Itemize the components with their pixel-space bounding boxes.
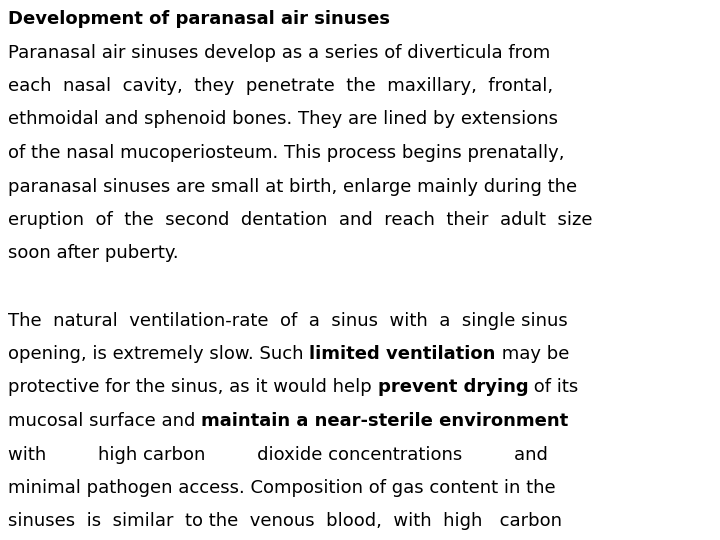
Text: each  nasal  cavity,  they  penetrate  the  maxillary,  frontal,: each nasal cavity, they penetrate the ma… [8, 77, 553, 95]
Text: may be: may be [495, 345, 569, 363]
Text: opening, is extremely slow. Such: opening, is extremely slow. Such [8, 345, 310, 363]
Text: soon after puberty.: soon after puberty. [8, 245, 179, 262]
Text: Paranasal air sinuses develop as a series of diverticula from: Paranasal air sinuses develop as a serie… [8, 44, 550, 62]
Text: minimal pathogen access. Composition of gas content in the: minimal pathogen access. Composition of … [8, 479, 556, 497]
Text: eruption  of  the  second  dentation  and  reach  their  adult  size: eruption of the second dentation and rea… [8, 211, 593, 229]
Text: paranasal sinuses are small at birth, enlarge mainly during the: paranasal sinuses are small at birth, en… [8, 178, 577, 195]
Text: maintain a near-sterile environment: maintain a near-sterile environment [201, 412, 568, 430]
Text: protective for the sinus, as it would help: protective for the sinus, as it would he… [8, 379, 377, 396]
Text: limited ventilation: limited ventilation [310, 345, 495, 363]
Text: Development of paranasal air sinuses: Development of paranasal air sinuses [8, 10, 390, 28]
Text: sinuses  is  similar  to the  venous  blood,  with  high   carbon: sinuses is similar to the venous blood, … [8, 512, 562, 530]
Text: prevent drying: prevent drying [377, 379, 528, 396]
Text: of the nasal mucoperiosteum. This process begins prenatally,: of the nasal mucoperiosteum. This proces… [8, 144, 564, 162]
Text: The  natural  ventilation-rate  of  a  sinus  with  a  single sinus: The natural ventilation-rate of a sinus … [8, 312, 568, 329]
Text: mucosal surface and: mucosal surface and [8, 412, 201, 430]
Text: with         high carbon         dioxide concentrations         and: with high carbon dioxide concentrations … [8, 446, 548, 463]
Text: ethmoidal and sphenoid bones. They are lined by extensions: ethmoidal and sphenoid bones. They are l… [8, 111, 558, 129]
Text: of its: of its [528, 379, 578, 396]
